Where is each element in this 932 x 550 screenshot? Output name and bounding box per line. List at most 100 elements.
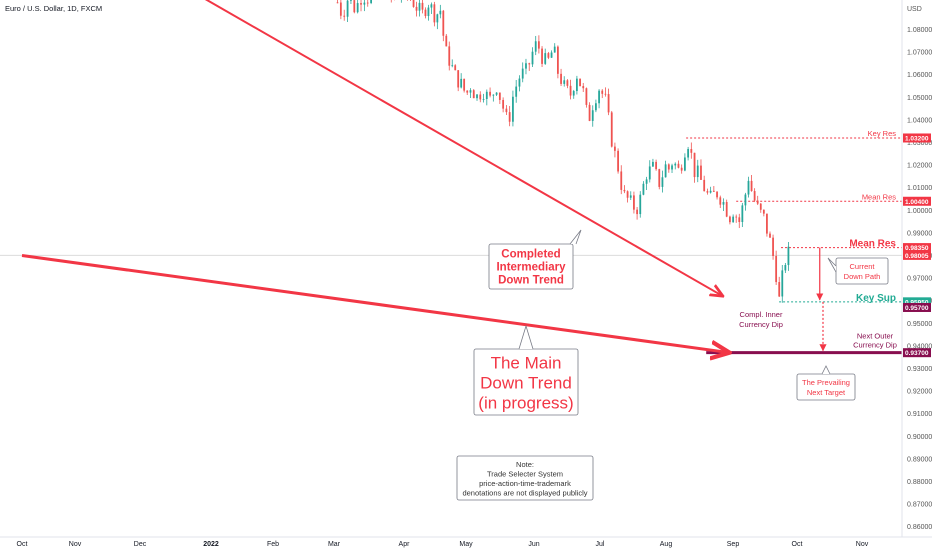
price-tag-label: 0.95700: [905, 305, 929, 312]
candle: [518, 75, 521, 92]
candle-body: [366, 2, 369, 4]
candle-body: [620, 171, 623, 190]
annotation-text: Down Trend: [498, 275, 564, 287]
candle: [747, 176, 750, 198]
time-axis[interactable]: Oct Nov Dec 2022 Feb Mar Apr May Jun Jul Aug Sep Oct…: [0, 536, 932, 548]
candle-body: [439, 10, 442, 15]
candle: [614, 142, 616, 158]
candle: [652, 158, 654, 168]
candle-body: [495, 92, 498, 95]
candle-body: [759, 203, 762, 210]
candle-body: [741, 205, 744, 223]
candle-body: [353, 0, 356, 13]
candle: [463, 78, 466, 93]
x-tick-label: Oct: [792, 541, 803, 548]
candle: [729, 215, 731, 225]
candle-body: [521, 68, 524, 79]
level-name: Key Sup: [856, 293, 896, 304]
candle: [346, 0, 349, 23]
candle-body: [735, 216, 738, 218]
y-tick-label: 1.08000: [907, 27, 932, 34]
candle-body: [677, 163, 680, 168]
candle-body: [479, 94, 482, 100]
candle: [400, 0, 402, 3]
candle-body: [569, 85, 572, 96]
candle: [680, 164, 683, 174]
candle-body: [430, 4, 433, 8]
candle: [617, 148, 619, 174]
candle-body: [525, 63, 527, 69]
candle-body: [550, 52, 553, 58]
candle: [415, 1, 418, 17]
y-tick-label: 0.93000: [907, 366, 932, 373]
candle-body: [448, 46, 451, 66]
candle-body: [633, 195, 635, 210]
candle-body: [642, 183, 645, 195]
candle: [472, 89, 475, 99]
candle: [778, 276, 781, 298]
candle-body: [363, 2, 366, 5]
candle: [753, 188, 756, 203]
candle: [629, 191, 632, 201]
candle-body: [775, 256, 778, 283]
y-tick-label: 1.01000: [907, 185, 932, 192]
price-tag-label: 0.95950: [905, 299, 929, 306]
candle-body: [534, 41, 537, 52]
price-axis[interactable]: USD 1.080001.070001.060001.050001.040001…: [901, 0, 932, 537]
x-tick-label: Oct: [17, 541, 28, 548]
candle-body: [716, 191, 718, 198]
candle: [787, 241, 790, 271]
candle: [537, 35, 540, 54]
candle: [762, 209, 765, 217]
candle: [528, 62, 531, 71]
candle: [544, 48, 547, 65]
candle-body: [339, 2, 342, 16]
y-tick-label: 1.03000: [907, 140, 932, 147]
price-tag-bg: [903, 348, 931, 358]
candle: [683, 153, 686, 172]
candle-body: [415, 6, 418, 11]
candle-body: [661, 177, 664, 187]
candle: [531, 47, 534, 67]
candle-body: [505, 108, 508, 113]
trend-line: [204, 0, 723, 296]
y-tick-label: 1.04000: [907, 117, 932, 124]
candle-body: [709, 190, 712, 193]
price-tag: 0.95950: [903, 297, 931, 307]
candle-body: [346, 0, 349, 17]
candle-body: [696, 165, 699, 178]
candle: [645, 176, 648, 191]
annotation-text: Next Target: [807, 388, 846, 397]
candle: [563, 76, 566, 87]
candle: [370, 0, 372, 5]
candle: [769, 231, 771, 238]
candle: [366, 0, 369, 7]
candle-body: [769, 233, 771, 238]
price-tag-label: 0.98005: [905, 253, 929, 260]
candle: [626, 190, 629, 203]
price-tag-bg: [903, 196, 931, 206]
candle-body: [537, 41, 540, 49]
candle-body: [667, 164, 670, 170]
candle-body: [648, 166, 651, 180]
candle-body: [706, 191, 709, 193]
candle: [639, 191, 642, 218]
candle: [595, 99, 597, 113]
candle: [725, 199, 728, 218]
candle: [766, 213, 768, 237]
candle: [709, 186, 712, 194]
candle: [445, 33, 448, 47]
price-tag-bg: [903, 243, 931, 253]
y-tick-label: 1.06000: [907, 72, 932, 79]
candle-body: [671, 165, 673, 170]
candle: [495, 92, 498, 96]
price-tag-bg: [903, 250, 931, 260]
candle: [343, 9, 346, 21]
candle-body: [762, 209, 765, 214]
candle-body: [614, 146, 616, 151]
candle-body: [700, 165, 702, 180]
candle: [430, 2, 433, 15]
